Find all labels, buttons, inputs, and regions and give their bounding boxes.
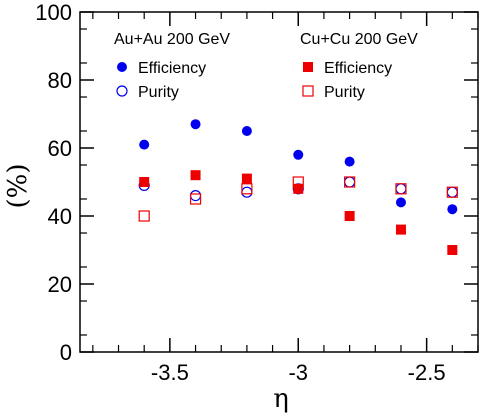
legend-entry-label: Efficiency (324, 60, 392, 77)
auau-efficiency-point (241, 126, 252, 136)
legend-entry-label: Purity (138, 84, 179, 101)
auau-efficiency-point (344, 156, 355, 167)
auau-efficiency-point (447, 204, 458, 215)
cucu-purity-point (292, 176, 304, 188)
auau-efficiency-point (293, 149, 304, 160)
legend-group-title: Cu+Cu 200 GeV (300, 31, 418, 48)
cucu-efficiency-point (293, 183, 304, 194)
cucu-efficiency-point (344, 211, 355, 221)
cucu-efficiency-point (447, 245, 458, 255)
x-tick-label: -3 (288, 360, 308, 385)
legend-group-title: Au+Au 200 GeV (114, 31, 230, 48)
auau-purity-point (446, 186, 458, 198)
x-tick-label: -3.5 (151, 360, 189, 385)
auau-purity-point (395, 183, 407, 195)
cucu-purity-point (395, 183, 407, 195)
auau-efficiency-point (190, 119, 201, 130)
cucu-purity-point (344, 176, 356, 188)
y-axis-label: (%) (3, 164, 33, 209)
cucu-efficiency-point (395, 224, 406, 235)
cucu-purity-point (138, 210, 150, 222)
auau-purity-point (189, 190, 202, 202)
legend-entry-label: Purity (324, 84, 365, 101)
y-tick-label: 40 (48, 204, 72, 229)
legend-marker (117, 62, 127, 72)
legend-marker (302, 85, 314, 97)
legend-entry-label: Efficiency (138, 60, 206, 77)
auau-purity-point (344, 176, 356, 188)
auau-purity-point (241, 186, 253, 198)
y-tick-label: 80 (48, 68, 72, 93)
cucu-efficiency-point (139, 177, 150, 187)
cucu-efficiency-point (241, 173, 252, 184)
y-tick-label: 60 (48, 136, 72, 161)
y-tick-label: 100 (35, 0, 72, 25)
cucu-purity-point (446, 186, 458, 198)
legend-marker (303, 62, 313, 72)
x-axis-label: η (273, 384, 289, 414)
y-tick-label: 20 (48, 272, 72, 297)
cucu-efficiency-point (190, 170, 201, 181)
y-tick-label: 0 (60, 340, 72, 365)
cucu-purity-point (241, 183, 253, 195)
cucu-purity-point (189, 193, 202, 205)
x-tick-label: -2.5 (408, 360, 446, 385)
plot-frame (79, 11, 479, 353)
legend-marker (116, 85, 128, 97)
auau-efficiency-point (139, 139, 150, 150)
auau-efficiency-point (395, 197, 406, 208)
